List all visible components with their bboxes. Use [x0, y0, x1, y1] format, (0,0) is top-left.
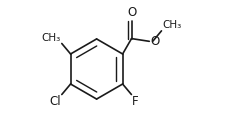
Text: O: O — [126, 6, 135, 19]
Text: CH₃: CH₃ — [161, 20, 181, 30]
Text: CH₃: CH₃ — [42, 33, 61, 43]
Text: O: O — [149, 35, 158, 48]
Text: F: F — [132, 95, 138, 108]
Text: Cl: Cl — [49, 95, 61, 108]
